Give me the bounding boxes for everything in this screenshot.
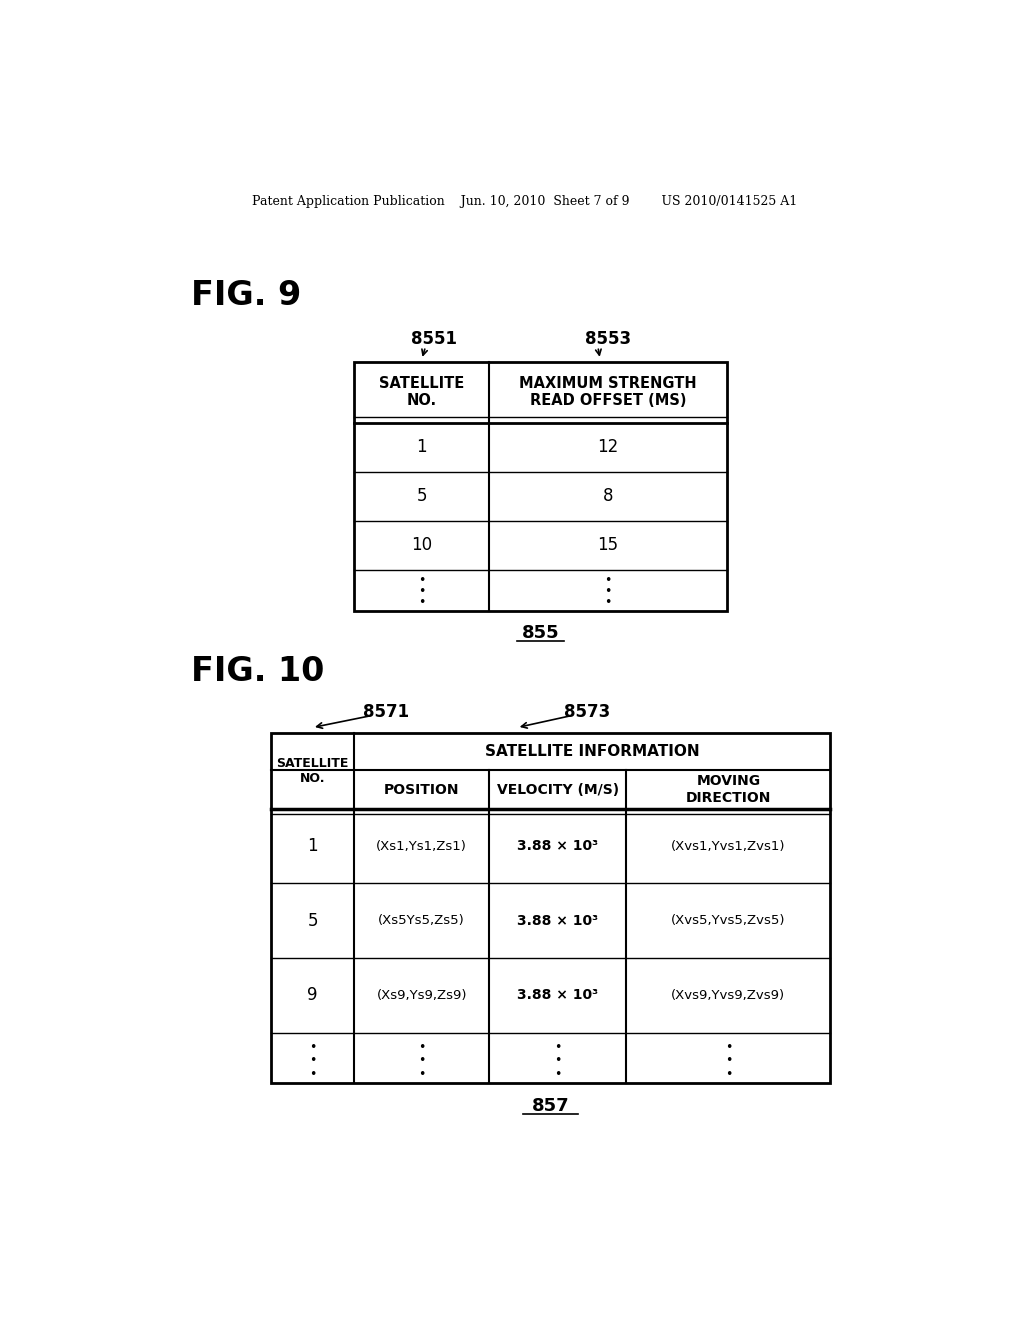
Text: SATELLITE
NO.: SATELLITE NO. [379,376,464,408]
Text: SATELLITE
NO.: SATELLITE NO. [276,756,349,785]
Text: •: • [309,1068,316,1081]
Text: •: • [418,585,425,598]
Text: 10: 10 [411,536,432,554]
Text: •: • [418,597,425,609]
Text: Patent Application Publication    Jun. 10, 2010  Sheet 7 of 9        US 2010/014: Patent Application Publication Jun. 10, … [252,194,798,207]
Text: •: • [725,1055,732,1068]
Text: MAXIMUM STRENGTH
READ OFFSET (MS): MAXIMUM STRENGTH READ OFFSET (MS) [519,376,697,408]
Text: 5: 5 [417,487,427,506]
Text: 8571: 8571 [362,704,409,721]
Text: 15: 15 [598,536,618,554]
Text: (Xs9,Ys9,Zs9): (Xs9,Ys9,Zs9) [377,989,467,1002]
Text: 12: 12 [597,438,618,457]
Text: •: • [418,1055,425,1068]
Text: 8551: 8551 [411,330,457,348]
Text: FIG. 9: FIG. 9 [191,279,302,312]
Text: •: • [554,1055,561,1068]
Text: (Xvs5,Yvs5,Zvs5): (Xvs5,Yvs5,Zvs5) [671,915,785,927]
Text: 8: 8 [603,487,613,506]
Text: 9: 9 [307,986,317,1005]
Text: •: • [418,1068,425,1081]
Text: FIG. 10: FIG. 10 [191,655,325,688]
Text: 8573: 8573 [563,704,610,721]
Text: (Xvs1,Yvs1,Zvs1): (Xvs1,Yvs1,Zvs1) [671,840,785,853]
Bar [270,733,830,1084]
Text: •: • [309,1041,316,1055]
Text: •: • [725,1041,732,1055]
Text: •: • [418,574,425,586]
Text: •: • [554,1041,561,1055]
Bar [354,362,727,611]
Text: •: • [604,574,611,586]
Text: 5: 5 [307,912,317,929]
Text: POSITION: POSITION [384,783,460,796]
Text: (Xs5Ys5,Zs5): (Xs5Ys5,Zs5) [378,915,465,927]
Text: 1: 1 [307,837,317,855]
Text: 3.88 × 10³: 3.88 × 10³ [517,989,598,1002]
Text: 3.88 × 10³: 3.88 × 10³ [517,913,598,928]
Text: •: • [604,585,611,598]
Text: •: • [309,1055,316,1068]
Text: VELOCITY (M/S): VELOCITY (M/S) [497,783,618,796]
Text: •: • [418,1041,425,1055]
Text: (Xvs9,Yvs9,Zvs9): (Xvs9,Yvs9,Zvs9) [672,989,785,1002]
Text: 857: 857 [531,1097,569,1114]
Text: 1: 1 [417,438,427,457]
Text: •: • [554,1068,561,1081]
Text: •: • [604,597,611,609]
Text: 3.88 × 10³: 3.88 × 10³ [517,840,598,853]
Text: MOVING
DIRECTION: MOVING DIRECTION [686,775,771,805]
Text: •: • [725,1068,732,1081]
Text: SATELLITE INFORMATION: SATELLITE INFORMATION [485,744,699,759]
Text: 855: 855 [522,624,559,642]
Text: (Xs1,Ys1,Zs1): (Xs1,Ys1,Zs1) [376,840,467,853]
Text: 8553: 8553 [585,330,631,348]
